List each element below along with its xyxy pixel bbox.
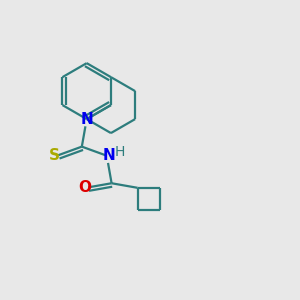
Text: H: H bbox=[115, 145, 125, 159]
Text: N: N bbox=[103, 148, 116, 163]
Text: N: N bbox=[80, 112, 93, 127]
Text: O: O bbox=[78, 180, 92, 195]
Text: S: S bbox=[49, 148, 60, 163]
